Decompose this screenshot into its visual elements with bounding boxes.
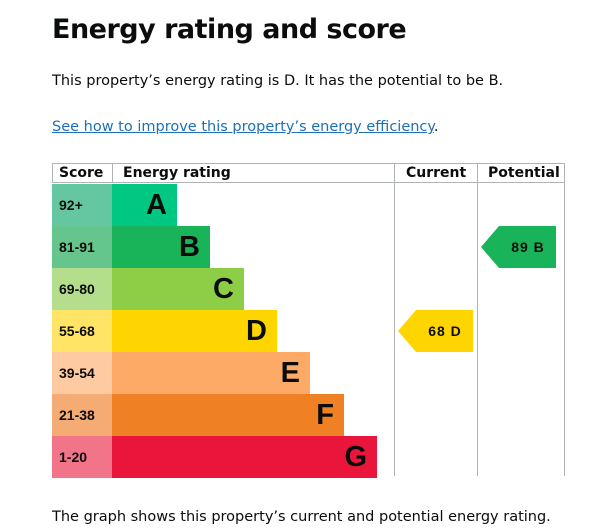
score-cell-e: 39-54 bbox=[52, 352, 112, 394]
score-cell-d: 55-68 bbox=[52, 310, 112, 352]
score-cell-b: 81-91 bbox=[52, 226, 112, 268]
potential-rating-label: 89 B bbox=[511, 239, 545, 255]
page-title: Energy rating and score bbox=[52, 14, 407, 45]
score-cell-g: 1-20 bbox=[52, 436, 112, 478]
score-cell-f: 21-38 bbox=[52, 394, 112, 436]
rating-band-c: C bbox=[112, 268, 244, 310]
current-rating-arrow: 68 D bbox=[398, 310, 473, 352]
rating-band-b: B bbox=[112, 226, 210, 268]
band-letter-d: D bbox=[246, 315, 267, 347]
potential-column-left-border bbox=[477, 182, 478, 476]
potential-column-right-border bbox=[564, 182, 565, 476]
current-rating-label: 68 D bbox=[428, 323, 462, 339]
band-letter-b: B bbox=[179, 231, 200, 263]
improve-link-paragraph: See how to improve this property’s energ… bbox=[52, 116, 439, 138]
current-column-left-border bbox=[394, 182, 395, 476]
rating-band-e: E bbox=[112, 352, 310, 394]
chart-explanation: The graph shows this property’s current … bbox=[52, 509, 551, 525]
band-letter-f: F bbox=[316, 399, 334, 431]
band-letter-g: G bbox=[344, 441, 367, 473]
rating-band-d: D bbox=[112, 310, 277, 352]
link-suffix: . bbox=[433, 119, 439, 135]
rating-summary: This property’s energy rating is D. It h… bbox=[52, 73, 504, 89]
band-letter-c: C bbox=[213, 273, 234, 305]
band-letter-a: A bbox=[146, 189, 167, 221]
improve-efficiency-link[interactable]: See how to improve this property’s energ… bbox=[52, 119, 434, 135]
rating-band-g: G bbox=[112, 436, 377, 478]
header-current: Current bbox=[394, 163, 478, 183]
header-potential: Potential bbox=[477, 163, 565, 183]
energy-rating-chart: Score Energy rating Current Potential 92… bbox=[52, 163, 565, 478]
band-letter-e: E bbox=[280, 357, 300, 389]
header-score: Score bbox=[52, 163, 113, 183]
rating-band-f: F bbox=[112, 394, 344, 436]
rating-band-a: A bbox=[112, 184, 177, 226]
score-cell-c: 69-80 bbox=[52, 268, 112, 310]
potential-rating-arrow: 89 B bbox=[481, 226, 556, 268]
score-cell-a: 92+ bbox=[52, 184, 112, 226]
header-energy-rating: Energy rating bbox=[112, 163, 395, 183]
